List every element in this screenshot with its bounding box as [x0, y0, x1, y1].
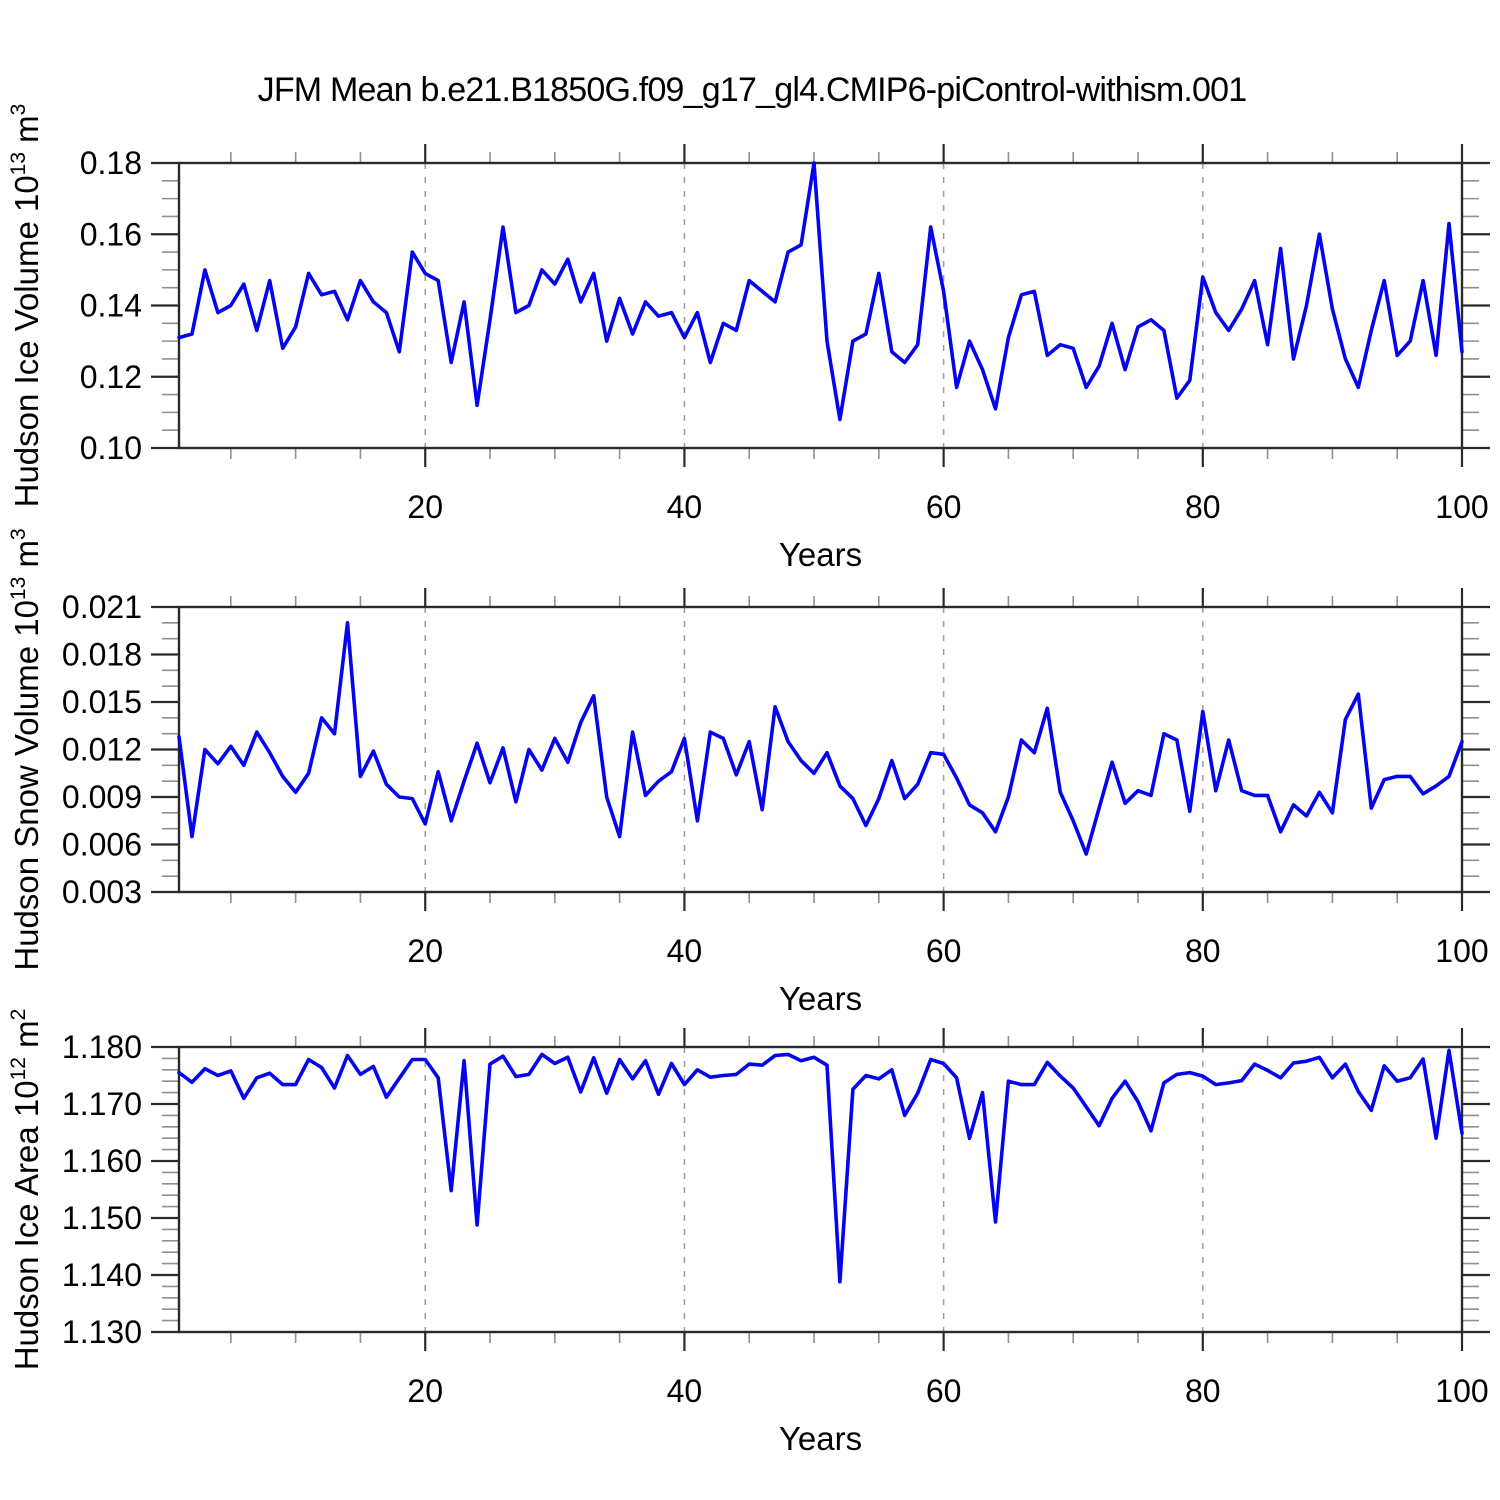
x-major-ticks: 20 40 60 80 100: [407, 1028, 1489, 1409]
x-tick-label: 40: [667, 933, 703, 969]
x-minor-ticks: [230, 1036, 1399, 1343]
gridlines: [424, 163, 1204, 448]
y-minor-ticks: [162, 1057, 1479, 1322]
y-axis-title: Hudson Ice Volume 1013 m3: [7, 104, 45, 508]
y-major-ticks: 1.130 1.140 1.150 1.160 1.170 1.180: [62, 1029, 1490, 1350]
x-tick-label: 60: [926, 489, 962, 525]
y-tick-label: 0.021: [62, 589, 142, 625]
x-axis-title: Years: [779, 980, 862, 1017]
x-minor-ticks: [230, 596, 1399, 903]
x-tick-label: 100: [1435, 489, 1488, 525]
y-tick-label: 0.14: [80, 288, 142, 324]
x-axis-title: Years: [779, 1420, 862, 1457]
x-tick-label: 60: [926, 933, 962, 969]
x-tick-label: 100: [1435, 933, 1488, 969]
y-major-ticks: 0.003 0.006 0.009 0.012 0.015 0.018 0.021: [62, 589, 1490, 910]
data-line-hudson-snow-volume: [177, 620, 1464, 856]
x-minor-ticks: [230, 152, 1399, 459]
x-tick-label: 80: [1185, 1373, 1221, 1409]
x-axis-title: Years: [779, 536, 862, 573]
y-tick-label: 0.015: [62, 684, 142, 720]
y-minor-ticks: [162, 622, 1479, 877]
y-axis-title: Hudson Snow Volume 1013 m3: [7, 528, 45, 970]
x-tick-label: 100: [1435, 1373, 1488, 1409]
plot-frame: [177, 605, 1464, 894]
data-line-hudson-ice-area: [177, 1048, 1464, 1284]
x-tick-label: 80: [1185, 933, 1221, 969]
y-axis-title: Hudson Ice Area 1012 m2: [7, 1009, 45, 1371]
x-tick-label: 60: [926, 1373, 962, 1409]
y-tick-label: 0.006: [62, 827, 142, 863]
y-tick-label: 0.009: [62, 779, 142, 815]
y-tick-label: 1.150: [62, 1200, 142, 1236]
y-tick-label: 0.18: [80, 145, 142, 181]
y-tick-label: 1.180: [62, 1029, 142, 1065]
x-tick-label: 40: [667, 1373, 703, 1409]
y-tick-label: 0.12: [80, 359, 142, 395]
x-tick-label: 40: [667, 489, 703, 525]
x-tick-label: 20: [407, 1373, 443, 1409]
y-tick-label: 0.16: [80, 216, 142, 252]
y-tick-label: 0.003: [62, 874, 142, 910]
data-line-hudson-ice-volume: [177, 161, 1464, 422]
x-major-ticks: 20 40 60 80 100: [407, 144, 1489, 525]
x-tick-label: 20: [407, 489, 443, 525]
y-major-ticks: 0.10 0.12 0.14 0.16 0.18: [80, 145, 1490, 466]
plot-frame: [177, 161, 1464, 450]
y-tick-label: 0.018: [62, 637, 142, 673]
gridlines: [424, 1047, 1204, 1332]
figure-title: JFM Mean b.e21.B1850G.f09_g17_gl4.CMIP6-…: [258, 71, 1247, 109]
x-tick-label: 80: [1185, 489, 1221, 525]
plot-frame: [177, 1045, 1464, 1334]
panel-hudson-snow-volume: 0.003 0.006 0.009 0.012 0.015 0.018 0.021 20 40 6…: [7, 528, 1490, 1017]
y-minor-ticks: [162, 180, 1479, 431]
panels: 0.10 0.12 0.14 0.16 0.18 20 40 60 80 100 Years Huds…: [7, 104, 1490, 1457]
x-major-ticks: 20 40 60 80 100: [407, 588, 1489, 969]
y-tick-label: 1.140: [62, 1257, 142, 1293]
y-tick-label: 0.012: [62, 732, 142, 768]
y-tick-label: 1.160: [62, 1143, 142, 1179]
panel-hudson-ice-volume: 0.10 0.12 0.14 0.16 0.18 20 40 60 80 100 Years Huds…: [7, 104, 1490, 573]
y-tick-label: 1.170: [62, 1086, 142, 1122]
y-tick-label: 1.130: [62, 1314, 142, 1350]
panel-hudson-ice-area: 1.130 1.140 1.150 1.160 1.170 1.180 20 40 60 80 10…: [7, 1009, 1490, 1457]
x-tick-label: 20: [407, 933, 443, 969]
y-tick-label: 0.10: [80, 430, 142, 466]
